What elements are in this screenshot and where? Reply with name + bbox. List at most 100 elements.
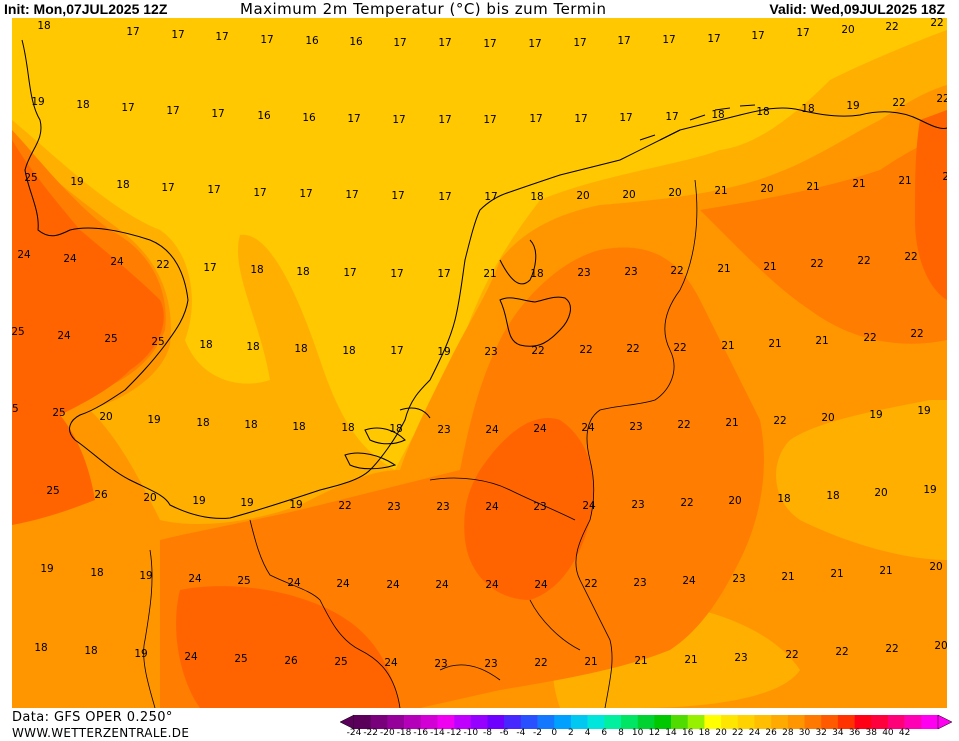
temperature-label: 25 [52,407,65,419]
temperature-label: 18 [246,341,259,353]
temperature-label: 24 [384,657,398,669]
temperature-label: 20 [821,412,834,424]
scale-cell [754,715,772,729]
temperature-label: 17 [574,113,587,125]
scale-tick-label: 40 [882,728,894,738]
temperature-label: 23 [624,266,637,278]
temperature-label: 22 [680,497,693,509]
temperature-label: 17 [390,345,403,357]
scale-tick-label: 22 [732,728,744,738]
temperature-label: 26 [94,489,108,501]
scale-cell [771,715,789,729]
scale-tick-label: 10 [631,728,644,738]
website-credit: WWW.WETTERZENTRALE.DE [12,726,190,740]
temperature-label: 24 [485,579,499,591]
temperature-label: 16 [302,112,316,124]
temperature-label: 21 [852,178,865,190]
scale-tick-label: -10 [463,728,479,738]
scale-cell [821,715,839,729]
temperature-label: 18 [34,642,47,654]
scale-tick-label: 14 [665,728,677,738]
scale-tick-label: -6 [499,728,509,738]
temperature-label: 18 [294,343,307,355]
temperature-label: 17 [203,262,216,274]
temperature-label: 17 [260,34,273,46]
temperature-label: 19 [40,563,53,575]
temperature-label: 17 [126,26,139,38]
temperature-label: 19 [192,495,205,507]
temperature-label: 17 [392,114,405,126]
temperature-label: 19 [917,405,930,417]
temperature-label: 19 [869,409,882,421]
temperature-label: 22 [670,265,683,277]
scale-cell [570,715,588,729]
temperature-label: 17 [390,268,403,280]
temperature-label: 21 [725,417,738,429]
temperature-label: 17 [573,37,586,49]
scale-cell [637,715,655,729]
coastlines [21,39,947,519]
temperature-label: 24 [17,249,31,261]
scale-tick-label: 36 [848,728,861,738]
temperature-label: 24 [533,423,547,435]
temperature-label: 24 [485,424,499,436]
temperature-label: 18 [292,421,305,433]
temperature-label: 21 [815,335,828,347]
temperature-label: 18 [341,422,354,434]
temperature-label: 24 [682,575,696,587]
temperature-label: 21 [717,263,730,275]
temperature-label: 22 [584,578,597,590]
temperature-label: 22 [677,419,690,431]
temperature-label: 21 [942,171,947,183]
temperature-label: 21 [830,568,843,580]
temperature-label: 21 [684,654,697,666]
scale-tick-label: 32 [815,728,827,738]
temperature-label: 20 [99,411,112,423]
band-22-24-center [160,247,764,708]
scale-tick-label: -4 [516,728,526,738]
temperature-label: 21 [584,656,597,668]
valid-time: Valid: Wed,09JUL2025 18Z [769,1,945,17]
scale-cell [837,715,855,729]
temperature-label: 18 [37,20,50,32]
temperature-label: 22 [930,18,943,29]
scale-cell [671,715,689,729]
temperature-label: 19 [846,100,859,112]
temperature-label: 21 [483,268,496,280]
scale-cell [604,715,622,729]
temperature-label: 23 [732,573,745,585]
temperature-label: 17 [662,34,675,46]
temperature-label: 23 [484,658,497,670]
scale-cell [620,715,638,729]
scale-cell [437,715,455,729]
temperature-label: 18 [244,419,257,431]
scale-tick-label: 16 [681,728,694,738]
temperature-label: 18 [199,339,212,351]
scale-tick-label: 6 [601,728,608,738]
scale-cell [737,715,755,729]
band-22-24-northeast [700,135,947,344]
temperature-label: 22 [936,93,947,105]
temperature-label: 24 [184,651,198,663]
temperature-label: 18 [711,109,724,121]
temperature-label: 20 [728,495,741,507]
temperature-label: 22 [910,328,923,340]
scale-cell [487,715,505,729]
temperature-label: 21 [714,185,727,197]
temperature-label: 21 [898,175,911,187]
temperature-labels: 18 17 17 17 17 16 16 17 17 17 17 17 17 17 17 17 17 20 22 22… [12,18,947,670]
temperature-label: 17 [391,190,404,202]
scale-tick-label: 38 [865,728,877,738]
temperature-label: 23 [734,652,747,664]
temperature-label: 24 [582,500,596,512]
map-title: Maximum 2m Temperatur (°C) bis zum Termi… [240,0,607,18]
temperature-label: 18 [530,268,543,280]
temperature-label: 25 [24,172,37,184]
temperature-label: 23 [436,501,449,513]
temperature-label: 17 [345,189,358,201]
temperature-label: 18 [196,417,209,429]
scale-cell [871,715,889,729]
temperature-label: 23 [577,267,590,279]
scale-tick-label: -20 [380,728,395,738]
scale-cell [537,715,555,729]
